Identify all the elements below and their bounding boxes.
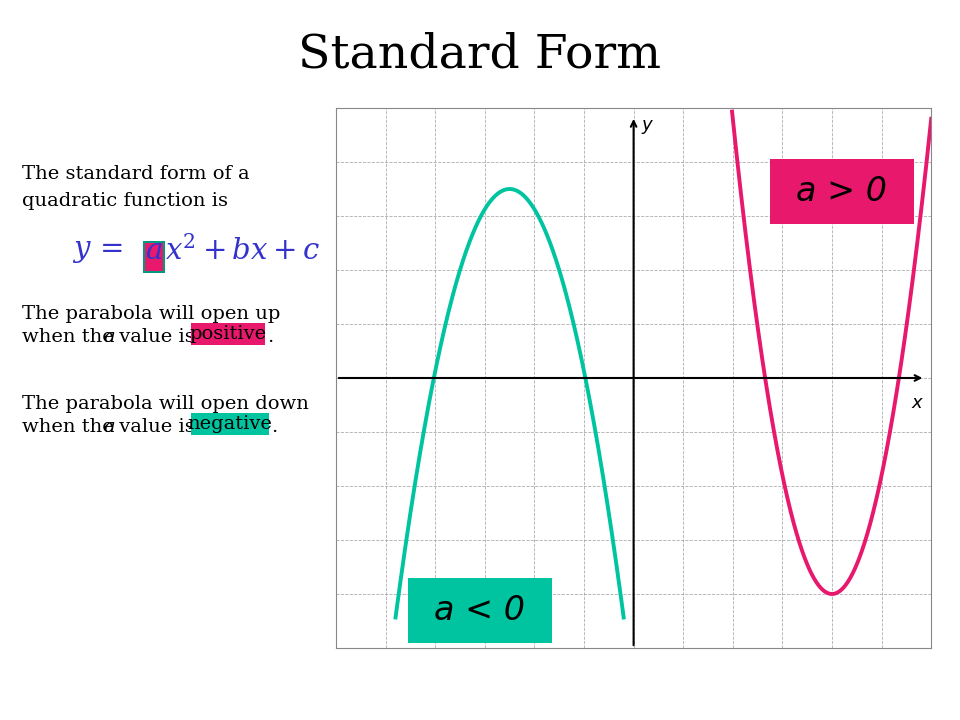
Text: $y\,=\,$: $y\,=\,$ [72, 237, 123, 265]
Text: The standard form of a: The standard form of a [22, 165, 250, 183]
Text: y: y [641, 116, 652, 134]
Text: negative: negative [187, 415, 273, 433]
FancyBboxPatch shape [770, 159, 914, 224]
FancyBboxPatch shape [143, 241, 165, 273]
Text: a: a [103, 418, 114, 436]
Text: when the: when the [22, 328, 120, 346]
Text: a < 0: a < 0 [434, 594, 525, 626]
Text: $x^2 + bx + c$: $x^2 + bx + c$ [165, 235, 321, 266]
Text: .: . [271, 418, 277, 436]
Text: The parabola will open down: The parabola will open down [22, 395, 309, 413]
Text: value is: value is [113, 418, 201, 436]
Text: The parabola will open up: The parabola will open up [22, 305, 280, 323]
FancyBboxPatch shape [191, 323, 265, 345]
Text: .: . [267, 328, 274, 346]
Text: x: x [911, 395, 922, 412]
Text: a > 0: a > 0 [797, 175, 887, 208]
FancyBboxPatch shape [145, 243, 163, 271]
FancyBboxPatch shape [408, 577, 552, 642]
Text: $a$: $a$ [145, 237, 162, 265]
Text: when the: when the [22, 418, 120, 436]
Text: Standard Form: Standard Form [299, 32, 661, 78]
Text: positive: positive [189, 325, 267, 343]
FancyBboxPatch shape [191, 413, 269, 435]
Text: value is: value is [113, 328, 201, 346]
Text: a: a [103, 328, 114, 346]
Text: quadratic function is: quadratic function is [22, 192, 228, 210]
